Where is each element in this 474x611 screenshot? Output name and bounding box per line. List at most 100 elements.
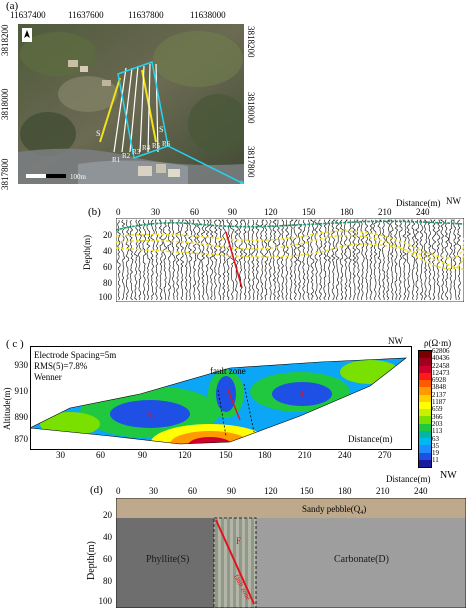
gpr-trace (221, 219, 227, 301)
gpr-trace (289, 219, 294, 301)
panel-a-y-tick-right: 3818000 (246, 92, 256, 124)
panel-d-x-tick: 30 (149, 486, 158, 496)
panel-b-x-tick: 90 (228, 207, 237, 217)
panel-a-y-tick-right: 3818200 (246, 26, 256, 58)
gpr-trace (243, 219, 248, 301)
gpr-traces (117, 219, 462, 301)
ert-x-title: Distance(m) (348, 434, 392, 444)
panel-c-y-tick: 890 (14, 412, 29, 422)
gpr-trace (167, 219, 172, 301)
gpr-trace (415, 219, 420, 301)
reflector-3 (116, 243, 464, 271)
panel-b-y-ticks: 20 40 60 80 100 (96, 218, 114, 302)
gpr-trace (410, 219, 416, 301)
fault-letter: F (236, 536, 241, 546)
panel-b-y-tick: 100 (98, 292, 113, 302)
gpr-trace (137, 219, 142, 301)
panel-d-x-tick: 90 (227, 486, 236, 496)
survey-lines-white (113, 63, 159, 153)
phyllite-label: Phyllite(S) (146, 554, 189, 565)
panel-c-y-tick: 930 (14, 360, 29, 370)
panel-c-direction: NW (388, 336, 403, 346)
line-label-r1: R1 (112, 156, 121, 164)
panel-b-x-tick: 30 (151, 207, 160, 217)
gpr-trace (280, 219, 285, 300)
panel-d-y-tick: 40 (103, 532, 112, 542)
top-layer-label: Sandy pebble(Q4) (302, 504, 366, 516)
panel-c-x-tick: 150 (219, 450, 233, 460)
colorbar-swatch (419, 380, 431, 388)
colorbar-swatch (419, 430, 431, 439)
connector-arrowhead (239, 180, 244, 184)
panel-b-y-tick: 40 (103, 246, 112, 256)
gpr-trace (385, 219, 391, 301)
gpr-trace (213, 219, 218, 301)
panel-a-y-tick: 3818200 (0, 24, 10, 57)
line-label-r2: R2 (122, 152, 131, 160)
colorbar-label: 22458 (432, 361, 450, 370)
panel-b-x-title-text: Distance(m) (396, 198, 441, 208)
fault-zone-label: fault zone (210, 366, 246, 376)
colorbar-swatch (419, 351, 431, 359)
terrain-patches (18, 31, 244, 184)
gpr-trace (200, 219, 206, 301)
line-label-r5: R5 (152, 142, 161, 150)
gpr-trace (436, 219, 441, 301)
panel-a-x-tick: 11637600 (68, 10, 104, 20)
colorbar-swatch (419, 452, 431, 461)
gpr-trace (205, 219, 210, 301)
panel-b-direction: NW (446, 196, 461, 206)
panel-d-y-tick: 80 (103, 576, 112, 586)
gpr-trace (444, 219, 449, 301)
line-right-label: S (159, 125, 163, 134)
gpr-trace (142, 219, 147, 301)
gpr-trace (343, 219, 348, 301)
ert-outline (30, 357, 407, 445)
line-left-label: S (96, 129, 100, 138)
panel-c-x-tick: 270 (378, 450, 392, 460)
gpr-trace (179, 219, 185, 301)
zone-a-label: A (146, 410, 153, 420)
colorbar-label: 659 (432, 405, 443, 414)
gpr-trace (129, 219, 134, 301)
panel-d-direction: NW (440, 470, 457, 481)
gpr-trace (297, 219, 303, 301)
gpr-trace (251, 219, 256, 301)
gpr-trace (306, 219, 311, 301)
panel-a-label: (a) (6, 0, 19, 12)
gpr-trace (348, 219, 352, 301)
panel-b-x-ticks: 0 30 60 90 120 150 180 210 240 (0, 207, 474, 219)
gpr-trace (184, 219, 189, 301)
panel-d-x-tick: 0 (116, 486, 121, 496)
fault-zone-box (213, 517, 257, 608)
panel-c-y-ticks: 930 910 890 870 (10, 346, 29, 448)
gpr-trace (259, 219, 265, 301)
panel-b-x-tick: 210 (378, 207, 392, 217)
panel-c-y-tick: 870 (14, 434, 29, 444)
panel-b-x-tick: 180 (340, 207, 354, 217)
panel-a-north-arrow (22, 28, 32, 42)
gpr-trace (439, 219, 445, 301)
scale-label: 100m (70, 173, 87, 181)
gpr-trace (117, 219, 121, 301)
gpr-trace (276, 219, 281, 301)
panel-c-x-tick: 210 (298, 450, 312, 460)
reflector-1 (116, 230, 464, 259)
panel-d-x-tick: 60 (188, 486, 197, 496)
colorbar-label: 1187 (432, 398, 446, 407)
ert-info: Electrode Spacing=5m RMS(5)=7.8% Wenner (34, 350, 116, 383)
gpr-trace (264, 219, 269, 301)
panel-b-x-tick: 0 (116, 207, 121, 217)
colorbar-label: 366 (432, 412, 443, 421)
panel-d-y-tick: 100 (98, 596, 113, 606)
gpr-trace (272, 219, 277, 301)
colorbar-swatch (419, 365, 431, 374)
gpr-trace (247, 219, 252, 301)
sandy-pebble-layer (116, 498, 466, 518)
panel-c-label: ( c ) (6, 338, 24, 350)
colorbar-label: 62806 (432, 347, 450, 355)
panel-b-x-title: Distance(m) (396, 198, 440, 208)
panel-a-y-ticks-right: 3818200 3818000 3817800 (244, 24, 258, 184)
zone-b-label: B (298, 390, 304, 400)
gpr-trace (406, 219, 411, 301)
